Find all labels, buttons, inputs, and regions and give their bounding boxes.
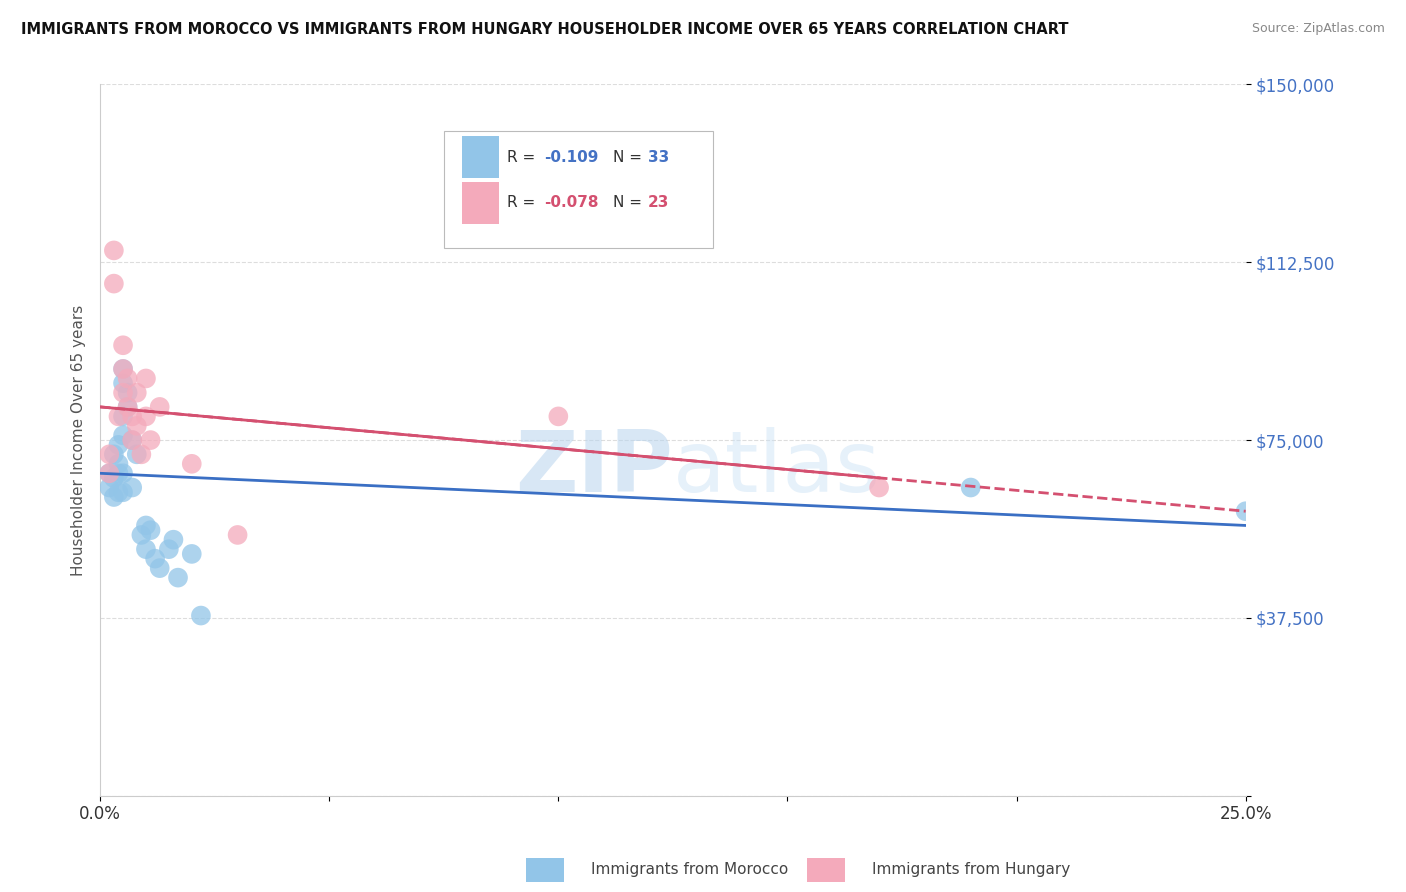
Point [103, 471, 125, 485]
Text: -0.109: -0.109 [544, 150, 599, 165]
Point [107, 467, 129, 481]
Text: N =: N = [613, 195, 647, 211]
Y-axis label: Householder Income Over 65 years: Householder Income Over 65 years [72, 304, 86, 575]
Point [112, 428, 135, 442]
Point [135, 518, 157, 533]
Point [139, 433, 162, 447]
Point [121, 409, 143, 424]
Point [121, 433, 143, 447]
Text: Source: ZipAtlas.com: Source: ZipAtlas.com [1251, 22, 1385, 36]
Point [149, 400, 172, 414]
Point [103, 244, 125, 258]
Point [135, 542, 157, 557]
Point [125, 418, 148, 433]
Text: N =: N = [613, 150, 647, 165]
Point [547, 409, 569, 424]
Text: ZIP: ZIP [515, 427, 673, 510]
Point [162, 533, 184, 547]
Point [121, 481, 143, 495]
Point [98, 467, 121, 481]
Text: 23: 23 [648, 195, 669, 211]
Text: Immigrants from Morocco: Immigrants from Morocco [591, 863, 787, 877]
Point [103, 277, 125, 291]
Point [1234, 504, 1257, 518]
Point [112, 376, 135, 391]
Point [112, 467, 135, 481]
Point [117, 400, 139, 414]
Point [190, 608, 212, 623]
Point [98, 481, 121, 495]
Point [131, 447, 153, 461]
Point [135, 409, 157, 424]
Point [131, 528, 153, 542]
FancyBboxPatch shape [463, 182, 499, 224]
Text: Immigrants from Hungary: Immigrants from Hungary [872, 863, 1070, 877]
Point [103, 447, 125, 461]
Point [107, 485, 129, 500]
Point [125, 447, 148, 461]
Point [167, 571, 190, 585]
Point [117, 371, 139, 385]
Point [143, 551, 166, 566]
Text: atlas: atlas [673, 427, 882, 510]
Point [135, 371, 157, 385]
Point [107, 457, 129, 471]
FancyBboxPatch shape [463, 136, 499, 178]
Point [149, 561, 172, 575]
Point [112, 485, 135, 500]
Point [125, 385, 148, 400]
Point [112, 409, 135, 424]
Point [157, 542, 180, 557]
Point [103, 490, 125, 504]
Point [112, 362, 135, 376]
Point [98, 467, 121, 481]
Point [112, 338, 135, 352]
Text: 33: 33 [648, 150, 669, 165]
FancyBboxPatch shape [444, 130, 713, 248]
Text: -0.078: -0.078 [544, 195, 599, 211]
Point [180, 547, 202, 561]
Point [959, 481, 981, 495]
Point [107, 409, 129, 424]
Point [180, 457, 202, 471]
Point [868, 481, 890, 495]
Text: R =: R = [506, 150, 540, 165]
Point [112, 385, 135, 400]
Point [117, 400, 139, 414]
Point [117, 385, 139, 400]
Text: R =: R = [506, 195, 540, 211]
Point [107, 438, 129, 452]
Point [112, 362, 135, 376]
Point [226, 528, 249, 542]
Point [139, 523, 162, 537]
Point [121, 433, 143, 447]
Text: IMMIGRANTS FROM MOROCCO VS IMMIGRANTS FROM HUNGARY HOUSEHOLDER INCOME OVER 65 YE: IMMIGRANTS FROM MOROCCO VS IMMIGRANTS FR… [21, 22, 1069, 37]
Point [98, 447, 121, 461]
